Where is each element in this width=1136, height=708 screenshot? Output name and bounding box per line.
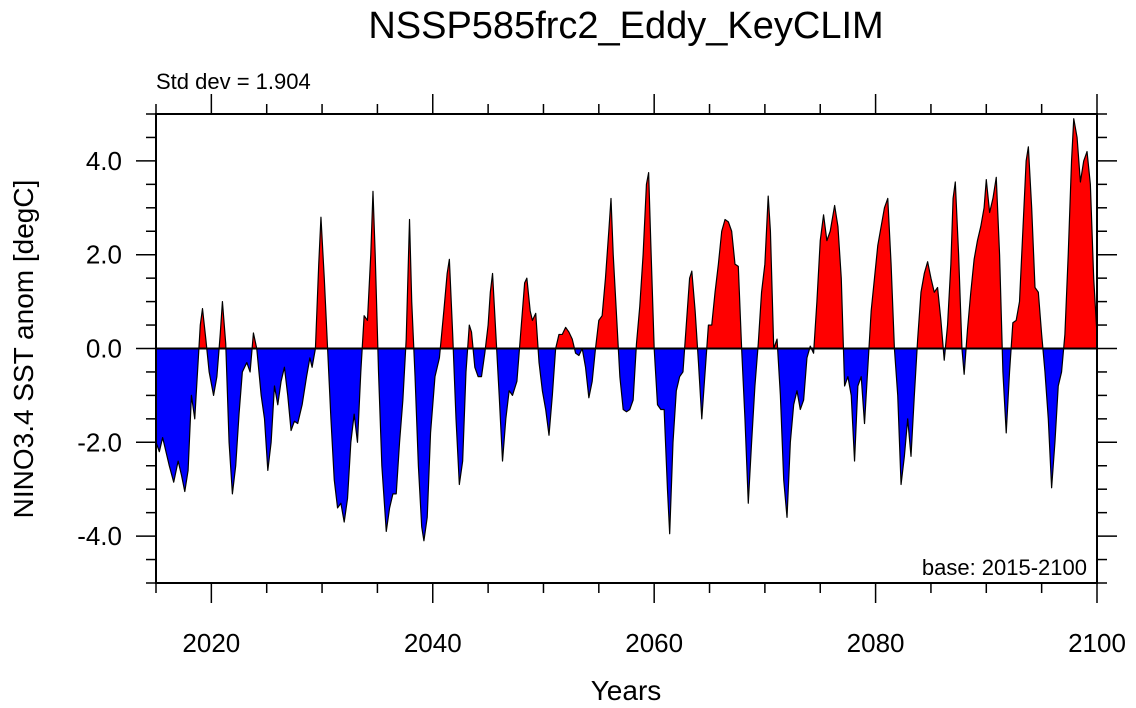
anomaly-series-line — [155, 118, 1098, 542]
x-tick-label: 2080 — [847, 628, 905, 658]
negative-anomaly-area — [156, 348, 1097, 541]
positive-anomaly-area — [156, 118, 1097, 349]
plot-area: 2020 2040 2060 2080 2100 -4.0 -2.0 0.0 2.0 4.0 — [77, 94, 1126, 658]
chart-title: NSSP585frc2_Eddy_KeyCLIM — [368, 5, 883, 47]
y-tick-label: -4.0 — [77, 521, 122, 551]
y-axis-label: NINO3.4 SST anom [degC] — [8, 180, 39, 519]
x-tick-label: 2020 — [182, 628, 240, 658]
base-period-label: base: 2015-2100 — [922, 555, 1087, 580]
y-tick-label: 4.0 — [86, 146, 122, 176]
y-tick-label: -2.0 — [77, 427, 122, 457]
std-dev-label: Std dev = 1.904 — [156, 69, 311, 94]
x-tick-label: 2100 — [1068, 628, 1126, 658]
x-tick-label: 2040 — [404, 628, 462, 658]
y-tick-label: 0.0 — [86, 334, 122, 364]
x-axis-label: Years — [591, 675, 662, 706]
x-tick-label: 2060 — [625, 628, 683, 658]
y-tick-label: 2.0 — [86, 240, 122, 270]
